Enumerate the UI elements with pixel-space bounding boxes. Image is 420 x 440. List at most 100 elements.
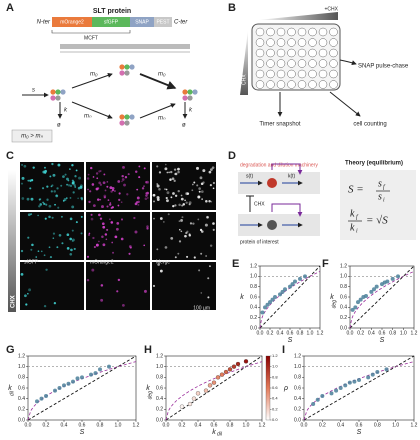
well [276, 59, 286, 68]
colorbar-tick-label: 1.0 [272, 364, 278, 369]
domain [92, 17, 130, 27]
panel-letter: H [144, 344, 152, 356]
cell [173, 168, 177, 171]
cell [156, 165, 159, 168]
molecule [124, 70, 130, 76]
cell [75, 221, 78, 224]
cell [103, 194, 107, 198]
sqrt-curve [259, 271, 321, 329]
y-tick-label: 0.8 [340, 284, 347, 290]
point [219, 372, 225, 377]
arrow [329, 91, 361, 117]
cell [186, 192, 190, 195]
cell [159, 217, 163, 220]
cell [21, 176, 25, 180]
cell [38, 198, 41, 201]
panel-letter: C [6, 150, 14, 162]
point [75, 376, 80, 381]
y-axis-label: k [330, 294, 334, 301]
cell [46, 198, 49, 201]
x-tick-label: 0.0 [257, 330, 264, 336]
cell [32, 166, 35, 169]
cell [75, 169, 78, 172]
x-tick-label: 0.2 [179, 422, 186, 428]
y-tick-label: 1.2 [340, 263, 347, 269]
cell [45, 268, 48, 271]
micrograph [86, 262, 150, 310]
y-tick-label: 0.2 [18, 407, 25, 413]
point [278, 292, 282, 297]
cell [98, 240, 100, 243]
cell [133, 216, 136, 220]
point [231, 364, 237, 369]
point [191, 396, 197, 401]
well [329, 69, 338, 79]
cell [204, 223, 208, 227]
well [329, 27, 338, 37]
cell [152, 193, 156, 197]
cell [78, 176, 81, 180]
cell [72, 191, 75, 194]
cell [207, 277, 210, 280]
cell [65, 197, 68, 199]
cell [45, 203, 48, 206]
cell [49, 175, 52, 178]
cell [135, 170, 138, 173]
micrograph [152, 212, 216, 260]
cell [60, 215, 63, 218]
panel-letters: A B C D E F G H I [6, 2, 329, 356]
cell [156, 195, 160, 199]
cell [52, 237, 55, 240]
y-tick-label: 0.0 [294, 417, 301, 423]
point [370, 372, 375, 377]
y-tick-label: 1.2 [18, 353, 25, 359]
point [187, 401, 193, 407]
cell [186, 230, 189, 233]
cell [98, 181, 101, 185]
cell [173, 179, 176, 182]
cell [178, 228, 181, 231]
y-tick-label: 0.6 [294, 385, 301, 391]
cell [141, 187, 145, 190]
cell [120, 218, 124, 221]
cell [23, 164, 27, 168]
cell [180, 230, 183, 233]
point [334, 388, 339, 393]
micrograph [152, 162, 216, 210]
c-ter: C-ter [174, 20, 188, 26]
cell [143, 185, 145, 188]
cell [178, 203, 181, 207]
cell [101, 222, 105, 226]
point [207, 383, 213, 388]
cell [88, 232, 91, 235]
cell [205, 200, 208, 203]
micrograph [20, 212, 84, 260]
cell [71, 179, 74, 182]
eq-sub: f [356, 213, 359, 220]
cell [87, 233, 91, 237]
cell [181, 204, 184, 207]
molecule [187, 95, 193, 101]
x-tick-label: 0.8 [97, 422, 104, 428]
point [57, 386, 62, 390]
cell [146, 180, 149, 184]
well [287, 80, 296, 89]
cell [61, 242, 64, 245]
x-tick-label: 0.4 [337, 422, 344, 428]
cell [86, 255, 90, 258]
panel-letter: G [6, 344, 15, 356]
panel-letter: E [232, 258, 239, 270]
reference-line [27, 355, 137, 421]
y-axis-label: k [240, 294, 244, 301]
point [263, 305, 267, 310]
cell [71, 205, 75, 209]
cell [177, 252, 180, 255]
point [260, 310, 265, 315]
cell [116, 222, 120, 225]
cell [99, 217, 103, 220]
cell [186, 255, 189, 258]
x-axis-label: S [380, 337, 385, 344]
cell [40, 250, 43, 253]
cell [212, 187, 215, 190]
